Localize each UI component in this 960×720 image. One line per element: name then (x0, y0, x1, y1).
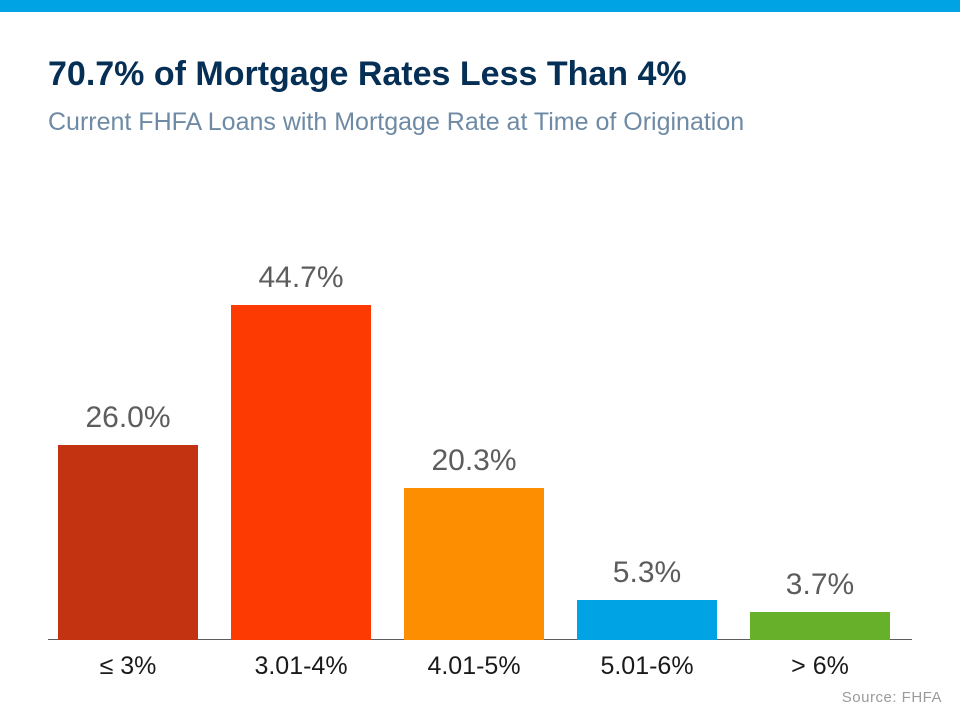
x-axis-label: ≤ 3% (58, 652, 198, 681)
bar-value-label: 44.7% (258, 261, 343, 295)
bar-3: 5.3% (577, 556, 717, 640)
bar-value-label: 26.0% (85, 401, 170, 435)
top-accent-bar (0, 0, 960, 12)
source-attribution: Source: FHFA (842, 689, 942, 706)
chart-title: 70.7% of Mortgage Rates Less Than 4% (48, 55, 687, 94)
bar-rect (231, 305, 371, 640)
bar-rect (750, 612, 890, 640)
plot-area: 26.0% 44.7% 20.3% 5.3% 3.7% (48, 210, 912, 640)
bar-rect (577, 600, 717, 640)
bar-0: 26.0% (58, 401, 198, 640)
x-axis-label: > 6% (750, 652, 890, 681)
bar-value-label: 20.3% (431, 444, 516, 478)
x-axis-label: 4.01-5% (404, 652, 544, 681)
x-axis-label: 5.01-6% (577, 652, 717, 681)
bar-4: 3.7% (750, 568, 890, 640)
chart-subtitle: Current FHFA Loans with Mortgage Rate at… (48, 108, 744, 137)
bar-rect (404, 488, 544, 640)
x-axis-label: 3.01-4% (231, 652, 371, 681)
bar-value-label: 3.7% (786, 568, 854, 602)
bar-rect (58, 445, 198, 640)
bar-1: 44.7% (231, 261, 371, 640)
chart-page: 70.7% of Mortgage Rates Less Than 4% Cur… (0, 0, 960, 720)
bar-2: 20.3% (404, 444, 544, 640)
bar-value-label: 5.3% (613, 556, 681, 590)
